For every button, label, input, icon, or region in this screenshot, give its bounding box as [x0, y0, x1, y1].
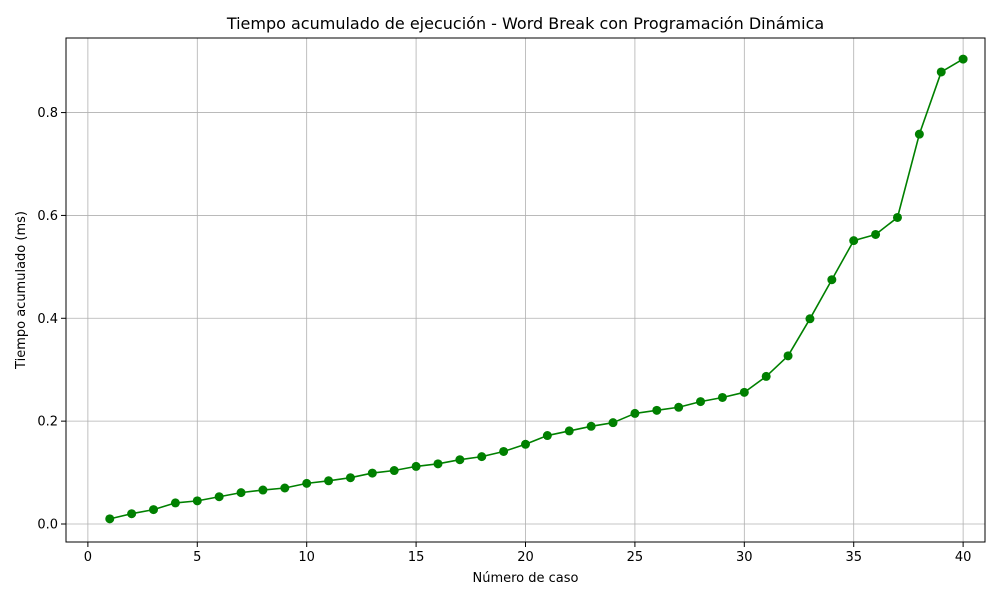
y-tick-label: 0.0	[37, 518, 58, 533]
data-point	[630, 408, 640, 418]
series-line	[109, 58, 964, 520]
data-point	[521, 439, 530, 449]
x-tick-label: 20	[517, 550, 534, 565]
y-axis-label: Tiempo acumulado (ms)	[14, 211, 29, 370]
data-point	[608, 418, 618, 428]
x-tick-label: 25	[627, 550, 644, 565]
y-tick-label: 0.6	[37, 209, 58, 224]
data-point	[586, 421, 596, 431]
data-point	[783, 351, 793, 361]
data-point	[871, 229, 881, 239]
data-point	[717, 392, 727, 402]
data-point	[761, 371, 771, 381]
data-point	[914, 129, 924, 139]
x-axis-label: Número de caso	[473, 571, 579, 586]
x-tick-label: 30	[736, 550, 753, 565]
grid	[66, 38, 985, 542]
data-point	[345, 473, 355, 483]
data-point	[652, 405, 662, 415]
ticks: 0 5 10 15 20 25 30 35 40 0.0 0.2 0.4 0.6 0.8	[37, 106, 971, 565]
data-point	[258, 485, 268, 495]
series-layer	[105, 54, 968, 524]
data-point	[170, 498, 180, 508]
data-point	[892, 212, 902, 222]
data-point	[367, 468, 377, 478]
data-point	[499, 446, 509, 456]
data-point	[105, 514, 115, 524]
x-tick-label: 15	[408, 550, 425, 565]
x-tick-label: 10	[298, 550, 315, 565]
data-point	[433, 459, 443, 469]
data-point	[696, 397, 706, 407]
y-tick-label: 0.2	[37, 415, 58, 430]
y-tick-label: 0.8	[37, 106, 58, 121]
data-point	[192, 496, 202, 506]
data-point	[564, 426, 574, 436]
x-tick-label: 40	[955, 550, 972, 565]
y-tick-label: 0.4	[37, 312, 58, 327]
data-point	[302, 478, 312, 488]
chart-title: Tiempo acumulado de ejecución - Word Bre…	[226, 14, 824, 33]
x-tick-label: 0	[84, 550, 92, 565]
data-point	[958, 54, 968, 64]
data-point	[936, 67, 946, 77]
data-point	[280, 483, 290, 493]
data-point	[411, 461, 421, 471]
data-point	[542, 431, 552, 441]
data-point	[389, 466, 399, 476]
data-point	[236, 488, 246, 498]
data-point	[214, 492, 224, 502]
data-point	[739, 387, 749, 397]
data-point	[849, 236, 859, 246]
data-point	[477, 452, 487, 462]
data-point	[149, 505, 159, 515]
x-tick-label: 35	[845, 550, 862, 565]
data-point	[455, 455, 465, 465]
data-point	[827, 275, 837, 285]
data-point	[324, 476, 334, 486]
data-point	[674, 402, 684, 412]
data-point	[127, 509, 137, 519]
data-point	[805, 314, 815, 324]
x-tick-label: 5	[193, 550, 201, 565]
